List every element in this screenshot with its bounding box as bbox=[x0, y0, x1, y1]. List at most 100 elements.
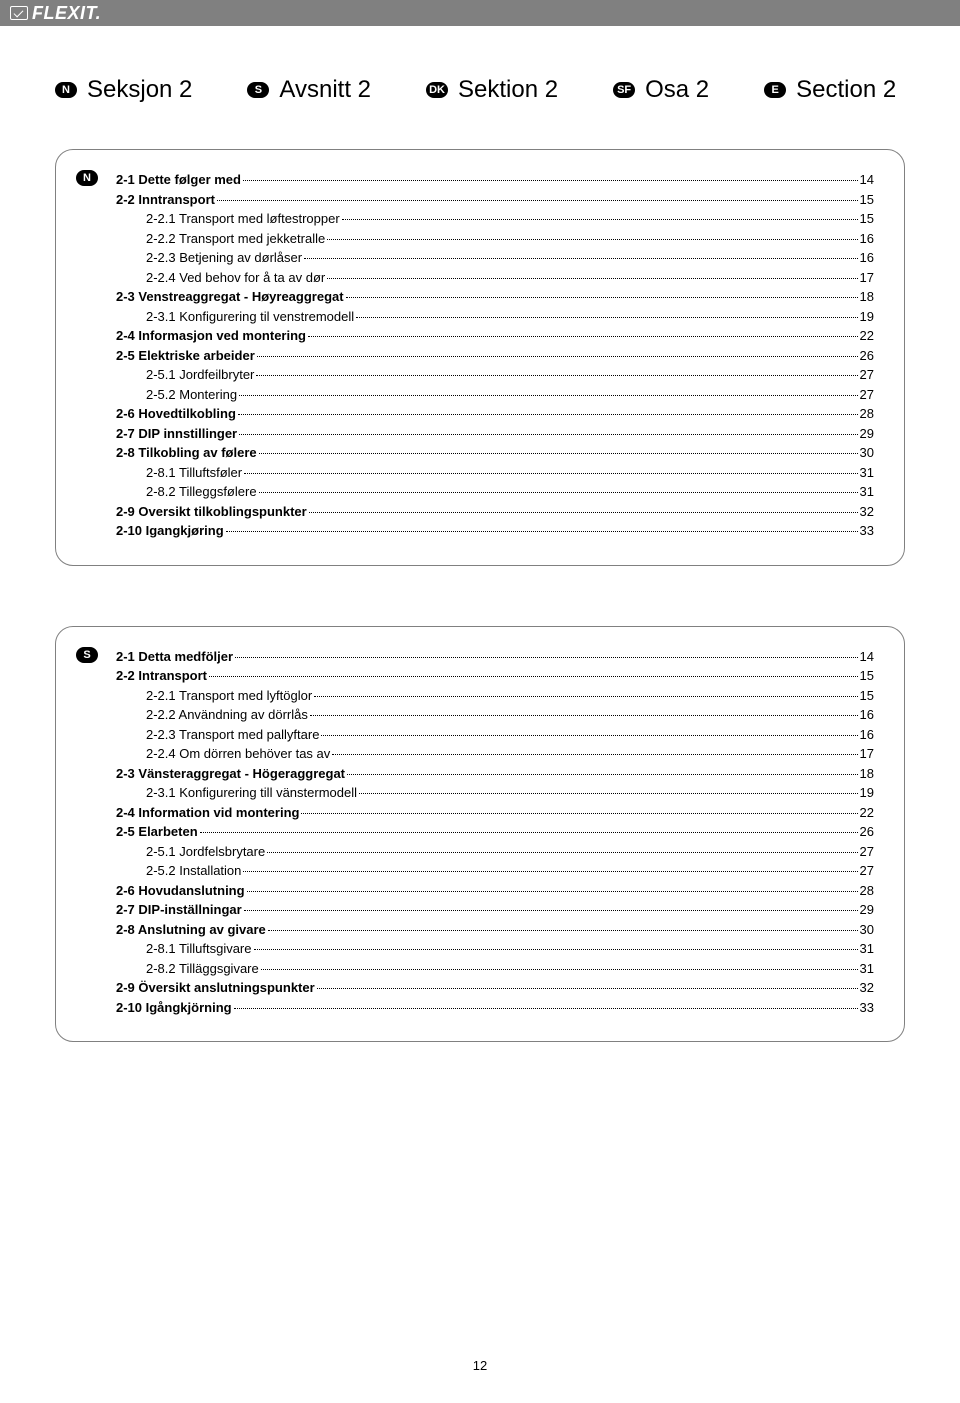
toc-page: 17 bbox=[860, 744, 874, 764]
toc-row: 2-8 Anslutning av givare30 bbox=[116, 920, 874, 940]
toc-row: 2-1 Detta medföljer14 bbox=[116, 647, 874, 667]
toc-page: 22 bbox=[860, 803, 874, 823]
dot-leader bbox=[257, 356, 858, 357]
dot-leader bbox=[342, 219, 858, 220]
toc-page: 15 bbox=[860, 666, 874, 686]
toc-box: S 2-1 Detta medföljer142-2 Intransport152… bbox=[55, 626, 905, 1043]
section-tab: SFOsa 2 bbox=[613, 76, 709, 104]
language-badge: DK bbox=[426, 82, 448, 98]
toc-label: 2-2.3 Betjening av dørlåser bbox=[146, 248, 302, 268]
section-tab: ESection 2 bbox=[764, 76, 896, 104]
section-tab: SAvsnitt 2 bbox=[247, 76, 371, 104]
header-bar: FLEXIT. bbox=[0, 0, 960, 26]
toc-row: 2-8.1 Tilluftsgivare 31 bbox=[116, 939, 874, 959]
toc-page: 16 bbox=[860, 229, 874, 249]
toc-label: 2-3.1 Konfigurering till vänstermodell bbox=[146, 783, 357, 803]
toc-label: 2-2.3 Transport med pallyftare bbox=[146, 725, 319, 745]
toc-list: 2-1 Dette følger med142-2 Inntransport15… bbox=[116, 170, 874, 541]
toc-page: 14 bbox=[860, 170, 874, 190]
toc-row: 2-7 DIP-inställningar29 bbox=[116, 900, 874, 920]
toc-row: 2-2.1 Transport med løftestropper15 bbox=[116, 209, 874, 229]
dot-leader bbox=[346, 297, 858, 298]
toc-label: 2-7 DIP innstillinger bbox=[116, 424, 237, 444]
toc-label: 2-6 Hovudanslutning bbox=[116, 881, 245, 901]
language-badge: SF bbox=[613, 82, 635, 98]
toc-row: 2-4 Informasjon ved montering22 bbox=[116, 326, 874, 346]
toc-page: 15 bbox=[860, 190, 874, 210]
toc-page: 18 bbox=[860, 287, 874, 307]
toc-page: 31 bbox=[860, 959, 874, 979]
toc-row: 2-5 Elarbeten26 bbox=[116, 822, 874, 842]
toc-page: 32 bbox=[860, 502, 874, 522]
toc-label: 2-8.2 Tilleggsfølere bbox=[146, 482, 257, 502]
dot-leader bbox=[247, 891, 858, 892]
toc-label: 2-8.1 Tilluftsføler bbox=[146, 463, 242, 483]
toc-label: 2-1 Dette følger med bbox=[116, 170, 241, 190]
toc-label: 2-5 Elektriske arbeider bbox=[116, 346, 255, 366]
toc-label: 2-1 Detta medföljer bbox=[116, 647, 233, 667]
toc-page: 15 bbox=[860, 686, 874, 706]
toc-row: 2-9 Oversikt tilkoblingspunkter 32 bbox=[116, 502, 874, 522]
toc-box: N2-1 Dette følger med142-2 Inntransport1… bbox=[55, 149, 905, 566]
toc-list: 2-1 Detta medföljer142-2 Intransport152-… bbox=[116, 647, 874, 1018]
toc-row: 2-2.1 Transport med lyftöglor15 bbox=[116, 686, 874, 706]
toc-page: 17 bbox=[860, 268, 874, 288]
dot-leader bbox=[317, 988, 858, 989]
language-badge: N bbox=[55, 82, 77, 98]
toc-row: 2-5.2 Installation27 bbox=[116, 861, 874, 881]
dot-leader bbox=[235, 657, 857, 658]
toc-label: 2-4 Information vid montering bbox=[116, 803, 299, 823]
toc-label: 2-2.1 Transport med løftestropper bbox=[146, 209, 340, 229]
toc-row: 2-3 Venstreaggregat - Høyreaggregat 18 bbox=[116, 287, 874, 307]
dot-leader bbox=[238, 414, 858, 415]
toc-row: 2-5.2 Montering27 bbox=[116, 385, 874, 405]
dot-leader bbox=[321, 735, 857, 736]
toc-label: 2-2.2 Användning av dörrlås bbox=[146, 705, 308, 725]
language-badge: S bbox=[76, 647, 98, 663]
toc-page: 29 bbox=[860, 424, 874, 444]
toc-label: 2-8.2 Tilläggsgivare bbox=[146, 959, 259, 979]
toc-label: 2-5.1 Jordfelsbrytare bbox=[146, 842, 265, 862]
toc-row: 2-8.2 Tilleggsfølere 31 bbox=[116, 482, 874, 502]
toc-label: 2-6 Hovedtilkobling bbox=[116, 404, 236, 424]
toc-page: 26 bbox=[860, 346, 874, 366]
toc-row: 2-8.2 Tilläggsgivare 31 bbox=[116, 959, 874, 979]
toc-label: 2-8 Anslutning av givare bbox=[116, 920, 266, 940]
dot-leader bbox=[200, 832, 858, 833]
toc-label: 2-4 Informasjon ved montering bbox=[116, 326, 306, 346]
toc-row: 2-5.1 Jordfeilbryter27 bbox=[116, 365, 874, 385]
toc-page: 27 bbox=[860, 365, 874, 385]
dot-leader bbox=[309, 512, 858, 513]
toc-row: 2-2.4 Om dörren behöver tas av17 bbox=[116, 744, 874, 764]
toc-row: 2-9 Översikt anslutningspunkter32 bbox=[116, 978, 874, 998]
toc-label: 2-9 Oversikt tilkoblingspunkter bbox=[116, 502, 307, 522]
toc-label: 2-3 Venstreaggregat - Høyreaggregat bbox=[116, 287, 344, 307]
toc-page: 31 bbox=[860, 463, 874, 483]
dot-leader bbox=[347, 774, 858, 775]
toc-page: 27 bbox=[860, 861, 874, 881]
toc-page: 19 bbox=[860, 307, 874, 327]
toc-row: 2-6 Hovedtilkobling28 bbox=[116, 404, 874, 424]
tab-label: Section 2 bbox=[796, 76, 896, 104]
section-tab: DKSektion 2 bbox=[426, 76, 558, 104]
logo-text: FLEXIT. bbox=[32, 3, 101, 24]
toc-label: 2-8 Tilkobling av følere bbox=[116, 443, 257, 463]
tab-label: Seksjon 2 bbox=[87, 76, 192, 104]
toc-row: 2-3 Vänsteraggregat - Högeraggregat18 bbox=[116, 764, 874, 784]
logo: FLEXIT. bbox=[10, 3, 101, 24]
toc-row: 2-10 Igångkjörning 33 bbox=[116, 998, 874, 1018]
toc-page: 28 bbox=[860, 881, 874, 901]
dot-leader bbox=[256, 375, 857, 376]
toc-label: 2-10 Igångkjörning bbox=[116, 998, 232, 1018]
toc-label: 2-8.1 Tilluftsgivare bbox=[146, 939, 252, 959]
toc-page: 27 bbox=[860, 842, 874, 862]
toc-page: 16 bbox=[860, 248, 874, 268]
toc-page: 31 bbox=[860, 939, 874, 959]
toc-page: 19 bbox=[860, 783, 874, 803]
toc-row: 2-2.2 Transport med jekketralle16 bbox=[116, 229, 874, 249]
toc-row: 2-3.1 Konfigurering till vänstermodell 19 bbox=[116, 783, 874, 803]
toc-page: 29 bbox=[860, 900, 874, 920]
dot-leader bbox=[254, 949, 858, 950]
toc-page: 31 bbox=[860, 482, 874, 502]
toc-label: 2-3.1 Konfigurering til venstremodell bbox=[146, 307, 354, 327]
